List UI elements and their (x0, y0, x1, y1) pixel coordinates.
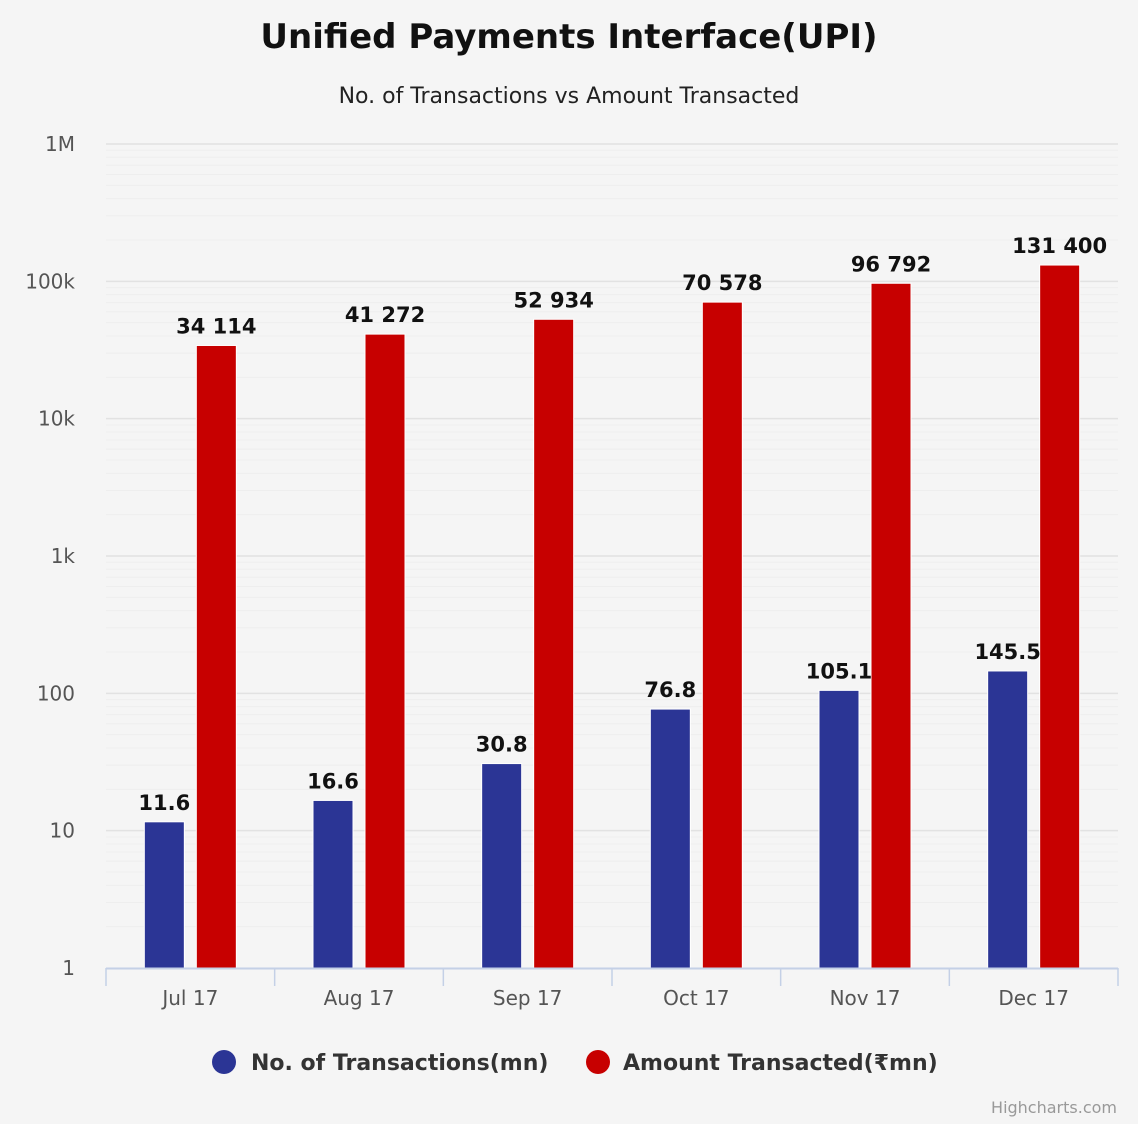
amount-bar[interactable] (533, 318, 575, 969)
credits-link[interactable]: Highcharts.com (991, 1098, 1117, 1117)
transactions-bar[interactable] (987, 670, 1029, 969)
data-label: 96 792 (851, 252, 931, 276)
data-label: 34 114 (176, 314, 256, 338)
legend-item-transactions[interactable]: No. of Transactions(mn) (212, 1050, 548, 1076)
transactions-bar[interactable] (481, 763, 523, 969)
amount-bar[interactable] (701, 301, 743, 969)
data-label: 76.8 (644, 678, 696, 702)
grid-lines (106, 143, 1118, 928)
data-label: 11.6 (138, 791, 190, 815)
data-label: 16.6 (307, 769, 359, 793)
y-tick-label: 100k (25, 269, 75, 293)
x-tick-label: Aug 17 (324, 986, 395, 1010)
x-tick-label: Oct 17 (663, 986, 729, 1010)
data-labels: 11.6 16.6 30.8 76.8 105.1 145.5 34 114 41 272 52… (138, 234, 1107, 815)
data-label: 30.8 (476, 733, 528, 757)
transactions-bar[interactable] (312, 799, 354, 969)
transactions-bar[interactable] (143, 821, 185, 969)
chart-subtitle: No. of Transactions vs Amount Transacted (339, 84, 800, 109)
legend-marker (212, 1050, 236, 1074)
legend-marker (586, 1050, 610, 1074)
data-label: 41 272 (345, 303, 425, 327)
y-axis-ticks: 1 10 100 1k 10k 100k 1M (25, 132, 75, 980)
data-label: 105.1 (806, 659, 872, 683)
x-tick-label: Nov 17 (830, 986, 901, 1010)
amount-bar[interactable] (364, 333, 406, 969)
y-tick-label: 10 (50, 819, 75, 843)
x-tick-label: Jul 17 (160, 986, 218, 1010)
legend-item-amount[interactable]: Amount Transacted(₹mn) (586, 1050, 938, 1076)
x-tick-label: Sep 17 (493, 986, 563, 1010)
transactions-bar[interactable] (818, 689, 860, 969)
x-tick-label: Dec 17 (998, 986, 1069, 1010)
x-axis: Jul 17 Aug 17 Sep 17 Oct 17 Nov 17 Dec 17 (105, 967, 1119, 1010)
legend-label: No. of Transactions(mn) (251, 1051, 548, 1076)
data-label: 70 578 (682, 271, 762, 295)
data-label: 52 934 (513, 288, 593, 312)
y-tick-label: 10k (38, 407, 75, 431)
data-label: 131 400 (1012, 234, 1107, 258)
legend[interactable]: No. of Transactions(mn) Amount Transacted… (212, 1050, 938, 1076)
transactions-bar[interactable] (649, 708, 691, 969)
y-tick-label: 100 (37, 681, 75, 705)
chart-title: Unified Payments Interface(UPI) (260, 17, 877, 57)
amount-bar[interactable] (870, 282, 912, 969)
y-tick-label: 1k (51, 544, 76, 568)
amount-bar[interactable] (195, 344, 237, 969)
y-tick-label: 1M (45, 132, 75, 156)
y-tick-label: 1 (62, 956, 75, 980)
bars (143, 264, 1081, 969)
amount-bar[interactable] (1039, 264, 1081, 969)
data-label: 145.5 (974, 640, 1040, 664)
legend-label: Amount Transacted(₹mn) (623, 1051, 938, 1076)
